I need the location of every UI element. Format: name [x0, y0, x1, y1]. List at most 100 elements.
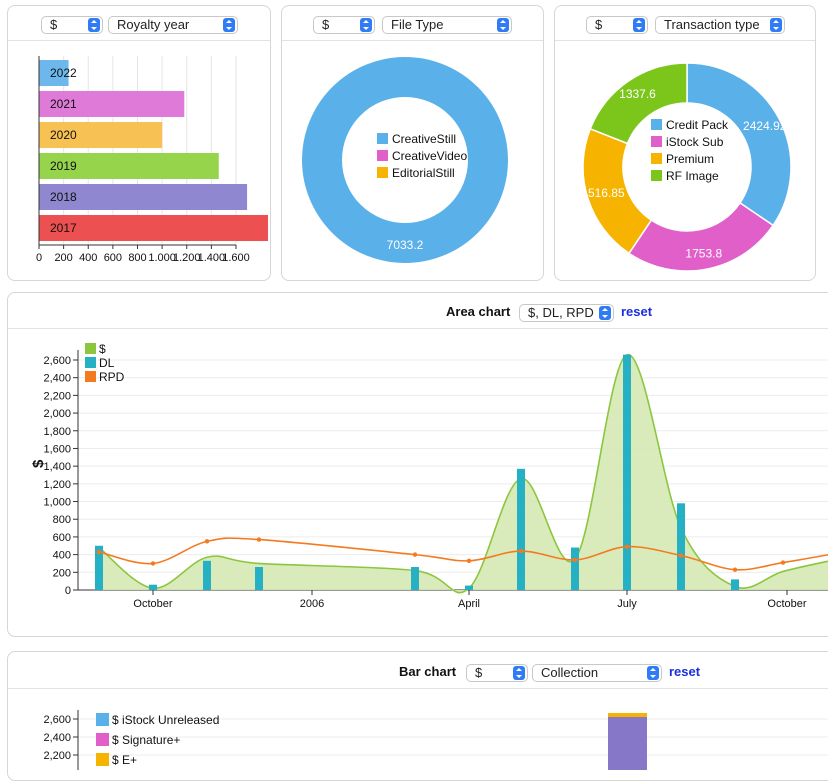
x-tick-label: October — [767, 598, 806, 610]
x-tick-label: 1.200 — [173, 252, 201, 264]
rpd-point — [150, 561, 156, 566]
dimension-select[interactable]: Royalty year — [108, 16, 238, 34]
chevron-updown-icon — [360, 18, 372, 32]
dimension-select[interactable]: File Type — [382, 16, 512, 34]
dimension-select[interactable]: Collection — [532, 664, 662, 682]
legend-label: RPD — [99, 370, 125, 384]
y-tick-label: 200 — [53, 567, 71, 579]
y-tick-label: 400 — [53, 550, 71, 562]
bar — [39, 122, 163, 148]
transaction-type-panel: $ Transaction type 2424.92 1753.8 1516.85 1… — [554, 5, 816, 281]
legend-label: $ Signature+ — [112, 733, 180, 747]
bar-chart-title: Bar chart — [399, 664, 457, 679]
header-divider — [555, 40, 815, 41]
dimension-select[interactable]: Transaction type — [655, 16, 785, 34]
series-line-dollar — [98, 353, 828, 594]
legend-swatch — [85, 371, 96, 382]
chevron-updown-icon — [633, 18, 645, 32]
slice-value-label: 1516.85 — [581, 186, 625, 200]
bar — [39, 153, 219, 179]
bar-label: 2022 — [50, 66, 77, 80]
x-tick-label: 400 — [79, 252, 97, 264]
metric-select[interactable]: $ — [313, 16, 375, 34]
bar-reset-link[interactable]: reset — [669, 664, 701, 679]
metric-select-value: $ — [595, 17, 603, 32]
area-chart: 0 200 400 600 800 1,000 1,200 1,400 1,600 1,800 2,… — [30, 342, 828, 610]
legend-label: $ iStock Unreleased — [112, 713, 219, 727]
header-divider — [8, 40, 270, 41]
dl-bar — [149, 584, 157, 590]
x-tick-label: April — [458, 598, 480, 610]
stack-segment — [608, 717, 647, 770]
legend-label: EditorialStill — [392, 166, 455, 180]
rpd-point — [624, 544, 630, 549]
legend-label: iStock Sub — [666, 135, 724, 149]
slice-value-label: 1337.6 — [619, 87, 656, 101]
legend-swatch — [377, 133, 388, 144]
dl-bar — [623, 354, 631, 590]
header-divider — [282, 40, 543, 41]
slice-value-label: 2424.92 — [743, 119, 787, 133]
x-tick-label: 2006 — [300, 598, 324, 610]
header-divider — [8, 688, 828, 689]
rpd-point — [256, 537, 262, 542]
dl-bar — [677, 503, 685, 590]
chevron-updown-icon — [599, 306, 611, 320]
legend-swatch — [651, 170, 662, 181]
x-tick-label: 0 — [36, 252, 42, 264]
y-tick-label: 2,200 — [43, 390, 71, 402]
y-tick-label: 1,200 — [43, 479, 71, 491]
series-select[interactable]: $, DL, RPD — [519, 304, 614, 322]
chevron-updown-icon — [223, 18, 235, 32]
bar-chart-panel: Bar chart $ Collection reset 2,600 2,400 2… — [7, 651, 828, 781]
legend-label: $ E+ — [112, 753, 137, 767]
area-reset-link[interactable]: reset — [621, 304, 653, 319]
dl-bar — [465, 585, 473, 590]
legend-label: RF Image — [666, 169, 719, 183]
rpd-point — [204, 539, 210, 544]
legend-label: $ — [99, 342, 106, 356]
metric-select[interactable]: $ — [41, 16, 103, 34]
y-tick-label: 2,600 — [43, 714, 71, 726]
legend-swatch — [96, 713, 109, 726]
bar-label: 2019 — [50, 159, 77, 173]
chevron-updown-icon — [497, 18, 509, 32]
dl-bar — [203, 560, 211, 590]
y-tick-label: 0 — [65, 585, 71, 597]
x-tick-label: 1.600 — [222, 252, 250, 264]
dimension-select-value: Transaction type — [664, 17, 760, 32]
legend-label: DL — [99, 356, 115, 370]
y-tick-label: 2,400 — [43, 732, 71, 744]
rpd-point — [518, 548, 524, 554]
series-select-value: $, DL, RPD — [528, 305, 594, 320]
metric-select-value: $ — [50, 17, 58, 32]
rpd-point — [732, 567, 738, 572]
y-tick-label: 2,600 — [43, 355, 71, 367]
bar — [39, 184, 248, 210]
header-divider — [8, 328, 828, 329]
metric-select-value: $ — [322, 17, 330, 32]
dl-bar — [731, 579, 739, 590]
bar-label: 2020 — [50, 128, 77, 142]
y-tick-label: 2,000 — [43, 408, 71, 420]
area-fill-dollar — [99, 354, 828, 593]
metric-select[interactable]: $ — [466, 664, 528, 682]
y-tick-label: 1,800 — [43, 426, 71, 438]
metric-select[interactable]: $ — [586, 16, 648, 34]
chevron-updown-icon — [513, 666, 525, 680]
file-type-panel: $ File Type 7033.2 CreativeStill CreativeV… — [281, 5, 544, 281]
x-tick-label: 200 — [54, 252, 72, 264]
dimension-select-value: Royalty year — [117, 17, 190, 32]
x-tick-label: 600 — [104, 252, 122, 264]
chevron-updown-icon — [647, 666, 659, 680]
rpd-point — [412, 552, 418, 557]
donut-slice — [589, 62, 688, 145]
donut-slice — [627, 201, 775, 272]
bar-label: 2021 — [50, 97, 77, 111]
y-tick-label: 1,400 — [43, 461, 71, 473]
donut-slice — [686, 62, 792, 227]
bar-label: 2017 — [50, 221, 77, 235]
legend-swatch — [85, 357, 96, 368]
dimension-select-value: File Type — [391, 17, 444, 32]
legend-swatch — [377, 167, 388, 178]
